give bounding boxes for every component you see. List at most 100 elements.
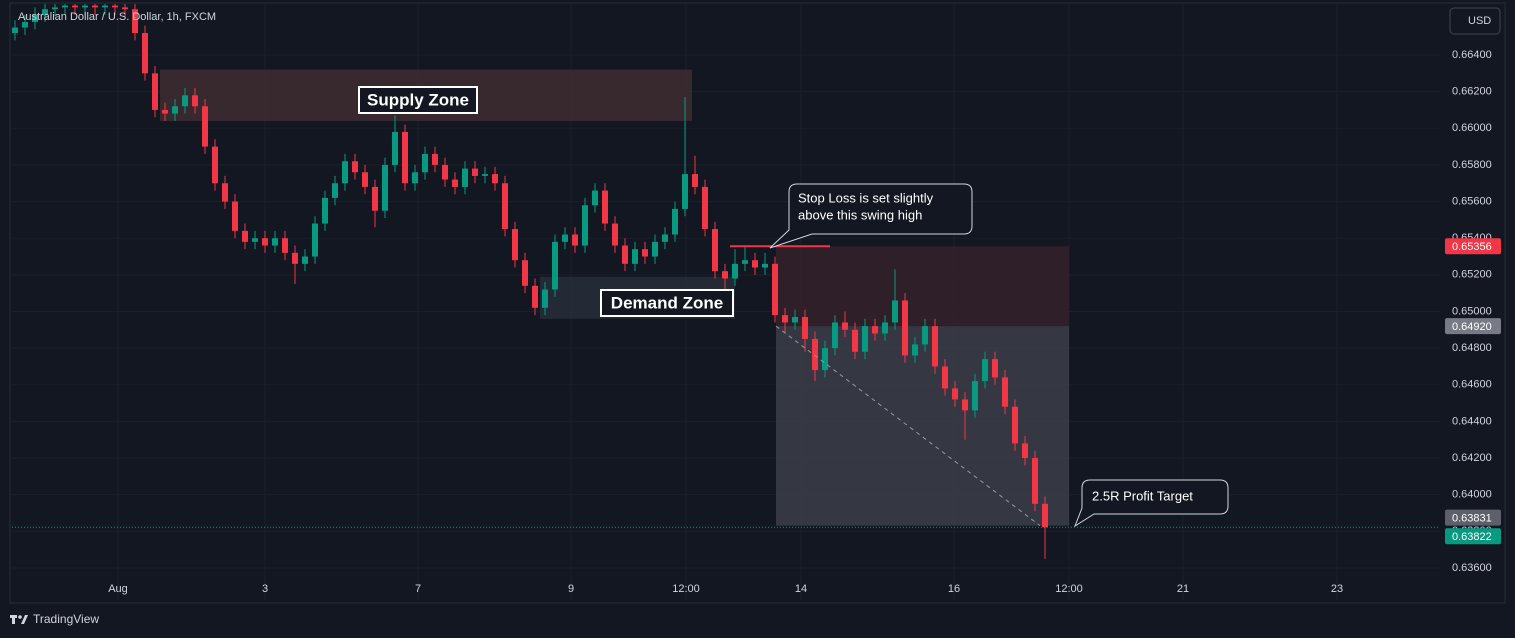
- currency[interactable]: USD: [1468, 15, 1491, 27]
- candle-body: [672, 208, 678, 235]
- candle-body: [472, 168, 478, 176]
- candle-body: [912, 344, 918, 356]
- candle-body: [422, 153, 428, 173]
- candle-body: [502, 183, 508, 230]
- candle-body: [962, 399, 968, 411]
- zone-label: Supply Zone: [367, 90, 469, 109]
- pane-border: [9, 2, 1506, 604]
- candle-body: [232, 201, 238, 231]
- y-tick-label: 0.64400: [1452, 415, 1492, 427]
- candle-body: [382, 164, 388, 211]
- callout-box: [1073, 479, 1229, 528]
- candle-body: [192, 95, 198, 107]
- candle-body: [582, 205, 588, 246]
- x-tick-label: 3: [262, 583, 268, 595]
- candle-body: [832, 322, 838, 349]
- candle-body: [1032, 458, 1038, 504]
- candle-body: [212, 146, 218, 184]
- candle-body: [552, 241, 558, 290]
- candle-body: [862, 326, 868, 352]
- candle-body: [392, 131, 398, 165]
- candle-body: [622, 245, 628, 264]
- brand: TradingView: [33, 612, 99, 626]
- candle-body: [612, 223, 618, 246]
- candle-body: [332, 183, 338, 198]
- x-tick-label: 14: [795, 583, 807, 595]
- candle-body: [972, 381, 978, 411]
- candle-body: [202, 106, 208, 147]
- zone-label-box: [358, 86, 478, 114]
- candle-body: [492, 174, 498, 184]
- price-label-box: [1445, 509, 1501, 526]
- candle-body: [462, 168, 468, 187]
- candle-body: [1022, 443, 1028, 459]
- candle-body: [812, 338, 818, 371]
- candle-body: [542, 289, 548, 308]
- candle-body: [132, 9, 138, 34]
- y-tick-label: 0.64800: [1452, 342, 1492, 354]
- candle-body: [702, 186, 708, 230]
- price-label: 0.63831: [1452, 513, 1492, 525]
- candle-body: [142, 33, 148, 74]
- currency-button[interactable]: [1449, 7, 1501, 35]
- candle-body: [792, 316, 798, 323]
- candle-body: [722, 271, 728, 279]
- price-label-box: [1445, 528, 1501, 545]
- axes: 0.636000.638000.640000.642000.644000.646…: [108, 49, 1501, 595]
- y-tick-label: 0.66200: [1452, 86, 1492, 98]
- candle-body: [372, 186, 378, 211]
- candle-body: [82, 5, 88, 8]
- candle-body: [272, 238, 278, 246]
- y-tick-label: 0.66000: [1452, 122, 1492, 134]
- candle-body: [432, 153, 438, 165]
- annotation: Stop Loss is set slightly: [798, 190, 934, 205]
- zone-label-box: [600, 289, 734, 317]
- x-tick-label: 12:00: [1055, 583, 1083, 595]
- candle-body: [1002, 377, 1008, 407]
- zone: [776, 326, 1069, 526]
- candle-body: [712, 229, 718, 272]
- candle-body: [652, 241, 658, 257]
- candle-body: [342, 161, 348, 184]
- candle-body: [122, 7, 128, 10]
- x-tick-label: 12:00: [672, 583, 700, 595]
- candle-body: [772, 263, 778, 316]
- y-tick-label: 0.63600: [1452, 562, 1492, 574]
- zone: [776, 246, 1069, 327]
- candle-body: [92, 5, 98, 8]
- candle-body: [242, 230, 248, 242]
- candles: [12, 4, 1048, 559]
- y-tick-label: 0.65800: [1452, 159, 1492, 171]
- callout-box: [769, 183, 973, 249]
- candle-body: [942, 366, 948, 389]
- candle-body: [562, 234, 568, 242]
- candle-body: [312, 223, 318, 257]
- candle-body: [632, 249, 638, 264]
- candle-body: [662, 234, 668, 242]
- y-tick-label: 0.66400: [1452, 49, 1492, 61]
- candle-body: [322, 197, 328, 224]
- candle-body: [902, 300, 908, 356]
- candle-body: [572, 234, 578, 246]
- candle-body: [12, 27, 18, 34]
- candle-body: [992, 359, 998, 378]
- zones: [160, 69, 1069, 526]
- candle-body: [932, 326, 938, 367]
- candle-body: [302, 256, 308, 264]
- x-tick-label: 21: [1177, 583, 1189, 595]
- candle-body: [882, 322, 888, 334]
- candle-body: [62, 5, 68, 8]
- candle-body: [742, 260, 748, 264]
- candle-body: [152, 73, 158, 110]
- y-tick-label: 0.65600: [1452, 195, 1492, 207]
- candle-body: [732, 263, 738, 279]
- candle-body: [752, 260, 758, 268]
- candle-body: [352, 161, 358, 173]
- x-tick-label: 23: [1331, 583, 1343, 595]
- candle-body: [782, 315, 788, 323]
- price-label-box: [1445, 318, 1501, 335]
- y-tick-label: 0.65200: [1452, 269, 1492, 281]
- candle-body: [262, 238, 268, 246]
- candle-body: [872, 326, 878, 334]
